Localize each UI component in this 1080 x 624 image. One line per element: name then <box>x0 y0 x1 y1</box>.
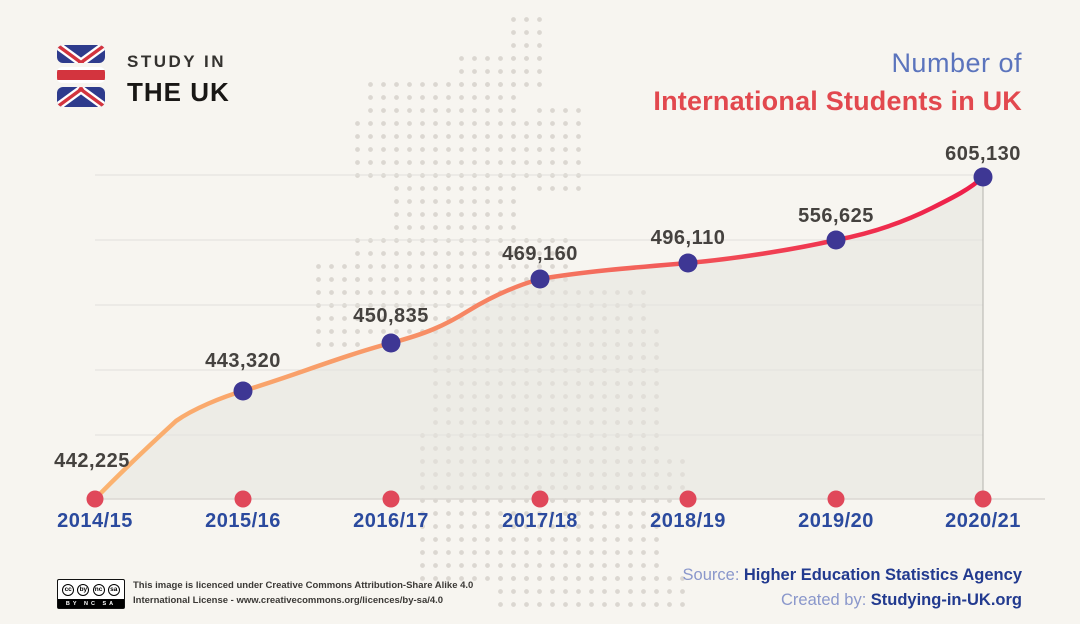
created-by-value: Studying-in-UK.org <box>871 591 1022 609</box>
cc-badge-bar: BY NC SA <box>58 599 124 608</box>
chart-title: Number of International Students in UK <box>653 48 1022 117</box>
cc-icons-row: cc by nc sa <box>58 580 124 599</box>
brand-logo: STUDY IN THE UK <box>57 45 230 108</box>
x-tick-label: 2017/18 <box>502 510 578 533</box>
value-label: 469,160 <box>502 243 578 266</box>
license-line2: International License - www.creativecomm… <box>133 593 473 608</box>
value-label: 450,835 <box>353 305 429 328</box>
x-tick-label: 2020/21 <box>945 510 1021 533</box>
cc-icon: cc <box>62 584 74 596</box>
value-label: 442,225 <box>54 450 130 473</box>
source-row: Source: Higher Education Statistics Agen… <box>683 563 1022 588</box>
cc-license-badge-icon: cc by nc sa BY NC SA <box>57 579 125 609</box>
uk-flag-icon <box>57 45 105 107</box>
x-tick-label: 2014/15 <box>57 510 133 533</box>
license-line1: This image is licenced under Creative Co… <box>133 578 473 593</box>
source-label: Source: <box>683 566 740 584</box>
logo-line1: STUDY IN <box>127 52 230 72</box>
x-tick-label: 2019/20 <box>798 510 874 533</box>
brand-logo-text: STUDY IN THE UK <box>127 45 230 108</box>
chart-title-line2: International Students in UK <box>653 86 1022 117</box>
infographic-canvas: 442,225 443,320 450,835 469,160 496,110 … <box>0 0 1080 624</box>
cc-sa-icon: sa <box>108 584 120 596</box>
license-text: This image is licenced under Creative Co… <box>133 578 473 608</box>
cc-by-icon: by <box>77 584 89 596</box>
value-label: 605,130 <box>945 143 1021 166</box>
credits: Source: Higher Education Statistics Agen… <box>683 563 1022 613</box>
x-tick-label: 2016/17 <box>353 510 429 533</box>
cc-nc-icon: nc <box>93 584 105 596</box>
logo-line2: THE UK <box>127 77 230 108</box>
source-value: Higher Education Statistics Agency <box>744 566 1022 584</box>
chart-title-line1: Number of <box>653 48 1022 79</box>
value-label: 556,625 <box>798 205 874 228</box>
x-tick-label: 2015/16 <box>205 510 281 533</box>
x-tick-label: 2018/19 <box>650 510 726 533</box>
created-by-label: Created by: <box>781 591 866 609</box>
value-label: 496,110 <box>651 227 726 250</box>
created-by-row: Created by: Studying-in-UK.org <box>683 588 1022 613</box>
value-label: 443,320 <box>205 350 281 373</box>
